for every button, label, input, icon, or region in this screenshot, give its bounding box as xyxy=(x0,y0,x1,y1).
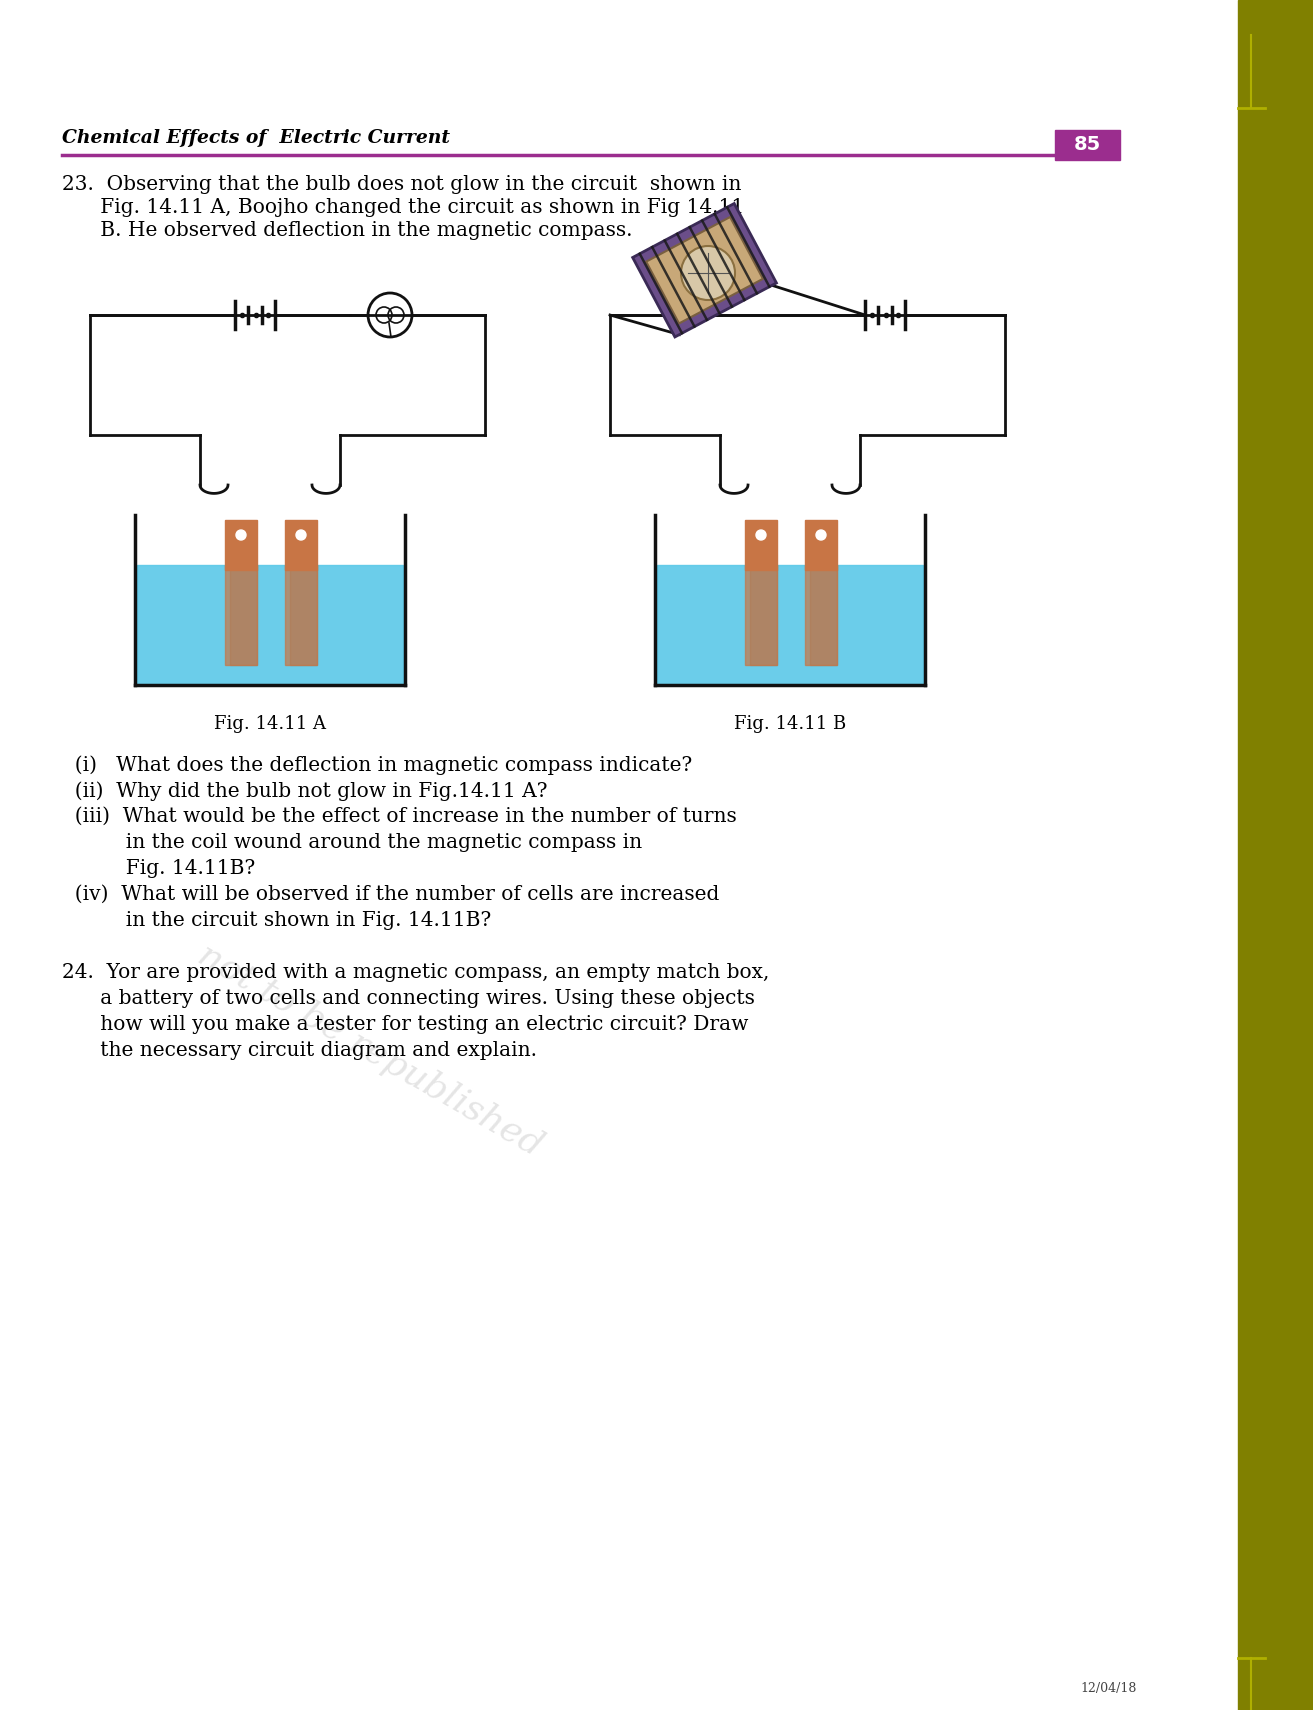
Bar xyxy=(137,564,403,686)
Text: (ii)  Why did the bulb not glow in Fig.14.11 A?: (ii) Why did the bulb not glow in Fig.14… xyxy=(62,781,548,800)
Bar xyxy=(225,564,257,665)
Bar xyxy=(750,564,777,665)
Text: Chemical Effects of  Electric Current: Chemical Effects of Electric Current xyxy=(62,128,450,147)
Text: Fig. 14.11 A: Fig. 14.11 A xyxy=(214,715,326,734)
Text: not to be republished: not to be republished xyxy=(192,937,549,1163)
Text: 23.  Observing that the bulb does not glow in the circuit  shown in: 23. Observing that the bulb does not glo… xyxy=(62,174,742,193)
Text: how will you make a tester for testing an electric circuit? Draw: how will you make a tester for testing a… xyxy=(62,1016,748,1035)
Bar xyxy=(285,520,316,569)
Text: B. He observed deflection in the magnetic compass.: B. He observed deflection in the magneti… xyxy=(62,221,633,239)
Bar xyxy=(805,520,836,569)
Bar xyxy=(744,520,777,569)
Text: in the coil wound around the magnetic compass in: in the coil wound around the magnetic co… xyxy=(62,833,642,852)
Text: 12/04/18: 12/04/18 xyxy=(1081,1683,1136,1695)
Polygon shape xyxy=(633,203,776,337)
Circle shape xyxy=(236,530,246,540)
Text: Fig. 14.11 B: Fig. 14.11 B xyxy=(734,715,846,734)
Circle shape xyxy=(815,530,826,540)
Bar xyxy=(225,520,257,569)
Text: (i)   What does the deflection in magnetic compass indicate?: (i) What does the deflection in magnetic… xyxy=(62,756,692,775)
Bar xyxy=(656,564,923,686)
Polygon shape xyxy=(646,217,763,323)
Bar xyxy=(290,564,316,665)
Text: the necessary circuit diagram and explain.: the necessary circuit diagram and explai… xyxy=(62,1041,537,1060)
Text: (iv)  What will be observed if the number of cells are increased: (iv) What will be observed if the number… xyxy=(62,886,720,905)
Bar xyxy=(230,564,257,665)
Circle shape xyxy=(295,530,306,540)
Bar xyxy=(1056,130,1120,161)
Bar xyxy=(744,564,777,665)
Text: (iii)  What would be the effect of increase in the number of turns: (iii) What would be the effect of increa… xyxy=(62,807,737,826)
Circle shape xyxy=(756,530,765,540)
Text: 24.  Yor are provided with a magnetic compass, an empty match box,: 24. Yor are provided with a magnetic com… xyxy=(62,963,769,982)
Text: in the circuit shown in Fig. 14.11B?: in the circuit shown in Fig. 14.11B? xyxy=(62,911,491,930)
Text: Fig. 14.11 A, Boojho changed the circuit as shown in Fig 14.11: Fig. 14.11 A, Boojho changed the circuit… xyxy=(62,198,744,217)
Circle shape xyxy=(681,246,735,299)
Bar xyxy=(285,564,316,665)
Text: Fig. 14.11B?: Fig. 14.11B? xyxy=(62,858,255,877)
Bar xyxy=(810,564,836,665)
Text: 85: 85 xyxy=(1073,135,1100,154)
Bar xyxy=(1238,0,1313,1710)
Bar xyxy=(805,564,836,665)
Text: a battery of two cells and connecting wires. Using these objects: a battery of two cells and connecting wi… xyxy=(62,988,755,1007)
